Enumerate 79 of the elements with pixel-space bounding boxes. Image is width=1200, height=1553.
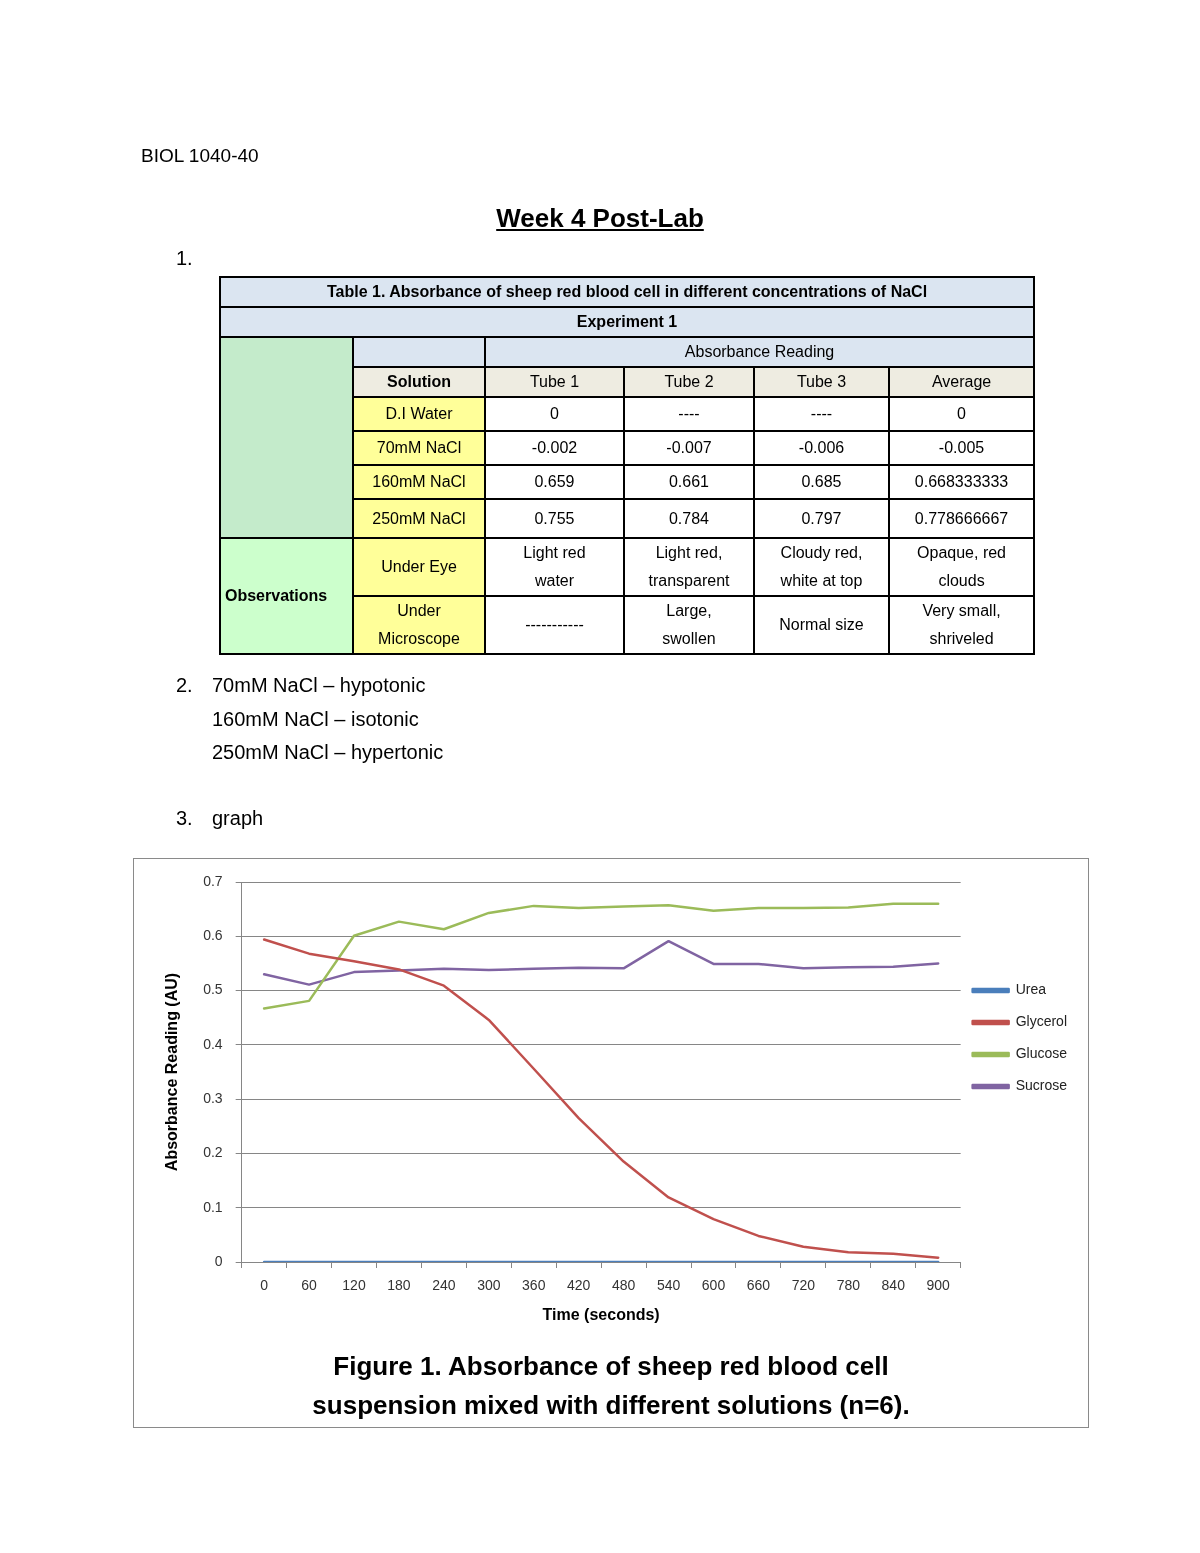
text: Experiment 1 — [220, 307, 1035, 337]
text: Light red water — [485, 538, 624, 596]
text: graph — [212, 806, 264, 830]
y-tick-label: 0.4 — [203, 1035, 223, 1052]
y-tick-label: 0.3 — [203, 1090, 223, 1106]
text: Cloudy red, white at top — [754, 538, 889, 596]
text: 250mM NaCl – hypertonic — [212, 740, 444, 764]
y-tick-label: 0.2 — [203, 1144, 223, 1161]
text: Tube 2 — [624, 367, 754, 397]
text: Table 1. Absorbance of sheep red blood cell in different concentrations of NaCl — [220, 277, 1035, 307]
text: 70mM NaCl – hypotonic — [212, 673, 426, 697]
text: -0.006 — [754, 431, 889, 465]
text: 250mM NaCl — [353, 499, 485, 538]
y-tick-label: 0.7 — [203, 872, 223, 889]
text: -0.002 — [485, 431, 624, 465]
text: 160mM NaCl — [353, 465, 485, 499]
y-tick-label: 0 — [214, 1252, 223, 1269]
x-tick-label: 120 — [342, 1277, 366, 1294]
x-tick-label: 0 — [260, 1277, 269, 1294]
x-tick-label: 780 — [836, 1277, 861, 1294]
x-tick-label: 240 — [432, 1277, 456, 1294]
x-tick-label: 720 — [791, 1277, 816, 1294]
text: Under Eye — [353, 538, 485, 596]
y-tick-label: 0.6 — [203, 927, 223, 944]
text: Absorbance Reading — [485, 337, 1035, 367]
text: 0 — [889, 397, 1035, 431]
text: BIOL 1040-40 — [141, 144, 259, 168]
text: Week 4 Post-Lab — [495, 203, 705, 235]
y-tick-label: 0.5 — [203, 981, 223, 998]
text: 1. — [176, 246, 193, 270]
text: Opaque, red clouds — [889, 538, 1035, 596]
text: Normal size — [754, 596, 889, 654]
text: 0.685 — [754, 465, 889, 499]
legend-label: Glycerol — [1015, 1013, 1067, 1030]
text: Tube 3 — [754, 367, 889, 397]
legend-label: Sucrose — [1015, 1077, 1068, 1094]
text: 160mM NaCl – isotonic — [212, 707, 419, 731]
x-tick-label: 60 — [301, 1277, 318, 1294]
text: 0.784 — [624, 499, 754, 538]
text: ---- — [754, 397, 889, 431]
text: -0.005 — [889, 431, 1035, 465]
x-tick-label: 540 — [656, 1277, 681, 1294]
y-axis-title: Absorbance Reading (AU) — [163, 972, 181, 1172]
x-tick-label: 840 — [881, 1277, 906, 1294]
text: 0 — [485, 397, 624, 431]
text: 0.661 — [624, 465, 754, 499]
x-tick-label: 660 — [746, 1277, 771, 1294]
text: Figure 1. Absorbance of sheep red blood cell suspension mixed with different solutions (n=6). — [311, 1350, 911, 1422]
legend-label: Glucose — [1015, 1045, 1068, 1062]
text: 0.778666667 — [889, 499, 1035, 538]
text: Average — [889, 367, 1035, 397]
text: D.I Water — [353, 397, 485, 431]
text: 2. — [176, 673, 193, 697]
text: 0.797 — [754, 499, 889, 538]
text: 0.668333333 — [889, 465, 1035, 499]
text: 0.659 — [485, 465, 624, 499]
text: 0.755 — [485, 499, 624, 538]
y-tick-label: 0.1 — [203, 1198, 223, 1215]
x-tick-label: 480 — [611, 1277, 636, 1294]
text: Light red, transparent — [624, 538, 754, 596]
text: Tube 1 — [485, 367, 624, 397]
text: 3. — [176, 806, 193, 830]
text: ----------- — [485, 596, 624, 654]
x-tick-label: 600 — [701, 1277, 726, 1294]
text: Observations — [220, 538, 353, 654]
legend-label: Urea — [1015, 981, 1047, 998]
x-axis-title: Time (seconds) — [542, 1305, 660, 1323]
x-tick-label: 900 — [926, 1277, 951, 1294]
x-tick-label: 360 — [522, 1277, 546, 1294]
x-tick-label: 420 — [567, 1277, 591, 1294]
text: Under Microscope — [353, 596, 485, 654]
text: -0.007 — [624, 431, 754, 465]
text: 70mM NaCl — [353, 431, 485, 465]
text: Large, swollen — [624, 596, 754, 654]
x-tick-label: 300 — [477, 1277, 501, 1294]
x-tick-label: 180 — [387, 1277, 411, 1294]
text: Solution — [353, 367, 485, 397]
text: Very small, shriveled — [889, 596, 1035, 654]
text: ---- — [624, 397, 754, 431]
